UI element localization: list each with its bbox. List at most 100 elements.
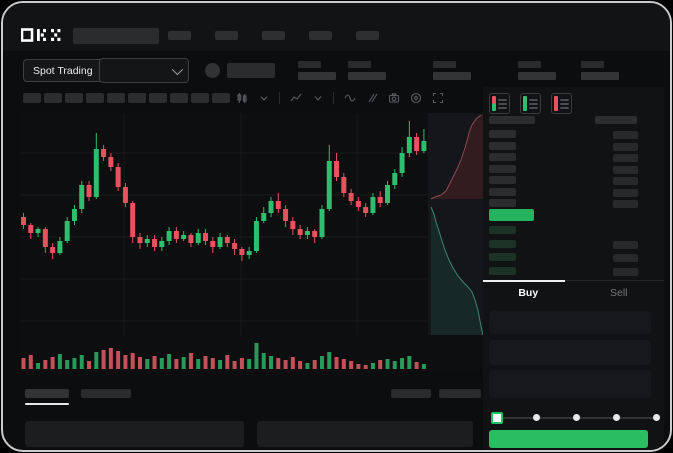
target-icon[interactable] — [409, 92, 422, 105]
timeframe-button-placeholder[interactable] — [212, 93, 230, 103]
candle-body — [304, 231, 310, 235]
timeframe-button-placeholder[interactable] — [86, 93, 104, 103]
market-type-selector[interactable]: Spot Trading — [23, 59, 117, 82]
orders-tab-2[interactable] — [81, 389, 131, 398]
indicator-wave-icon[interactable] — [343, 92, 356, 105]
ask-price-placeholder[interactable] — [489, 141, 516, 150]
volume-bar — [225, 355, 230, 369]
chevron-down-icon[interactable] — [311, 92, 324, 105]
nav-item-placeholder[interactable] — [215, 31, 238, 40]
nav-placeholder-group — [168, 31, 379, 40]
ask-amount-placeholder — [613, 154, 638, 162]
candle-body — [275, 201, 281, 209]
book-icon-line — [560, 98, 569, 101]
nav-item-placeholder[interactable] — [309, 31, 332, 40]
slider-stop-dot[interactable] — [533, 414, 540, 421]
search-placeholder[interactable] — [73, 28, 159, 44]
order-form-field-placeholder[interactable] — [489, 311, 651, 334]
volume-bar — [181, 357, 186, 369]
toolbar-separator — [333, 92, 334, 104]
ask-price-placeholder[interactable] — [489, 164, 516, 173]
volume-bar — [123, 355, 128, 369]
book-both-icon[interactable] — [489, 93, 510, 114]
tab-sell[interactable]: Sell — [609, 287, 628, 299]
volume-bar — [385, 359, 390, 369]
pair-dropdown[interactable] — [99, 58, 189, 83]
nav-item-placeholder[interactable] — [262, 31, 285, 40]
buy-submit-button[interactable] — [489, 430, 648, 448]
timeframe-button-placeholder[interactable] — [128, 93, 146, 103]
pair-name-placeholder — [227, 63, 275, 78]
book-icon-lines — [498, 98, 507, 109]
stat-label-placeholder — [518, 61, 541, 68]
bid-price-placeholder[interactable] — [489, 226, 516, 234]
candle-body — [406, 137, 412, 153]
bid-price-placeholder[interactable] — [489, 239, 516, 248]
nav-item-placeholder[interactable] — [168, 31, 191, 40]
timeframe-button-placeholder[interactable] — [107, 93, 125, 103]
book-bids-icon[interactable] — [520, 93, 541, 114]
timeframe-button-placeholder[interactable] — [65, 93, 83, 103]
book-icon-line — [560, 106, 569, 109]
book-icon-line — [529, 98, 538, 101]
compare-icon[interactable] — [365, 92, 378, 105]
ask-price-placeholder[interactable] — [489, 187, 516, 196]
candle-body — [399, 153, 405, 173]
timeframe-button-placeholder[interactable] — [23, 93, 41, 103]
fullscreen-icon[interactable] — [431, 92, 444, 105]
slider-handle[interactable] — [491, 412, 503, 424]
candle-body — [64, 221, 70, 241]
volume-bar — [152, 356, 157, 369]
ask-price-placeholder[interactable] — [489, 153, 516, 161]
volume-bar — [305, 363, 310, 369]
book-icon-lines — [529, 98, 538, 109]
depth-bids-line — [430, 206, 483, 336]
orders-action-placeholder-2[interactable] — [439, 389, 481, 398]
bid-price-placeholder[interactable] — [489, 253, 516, 261]
candle-body — [283, 209, 289, 221]
book-asks-icon[interactable] — [551, 93, 572, 114]
candle-body — [159, 241, 165, 247]
book-icon-line — [498, 102, 507, 105]
candle-body — [268, 201, 274, 213]
order-book-amount-header — [595, 116, 637, 124]
book-icon-line — [498, 106, 507, 109]
candle-body — [261, 213, 267, 221]
timeframe-button-placeholder[interactable] — [149, 93, 167, 103]
book-icon-line — [498, 98, 507, 101]
candlestick-chart[interactable] — [20, 113, 483, 371]
orders-tab-active[interactable] — [25, 389, 69, 398]
ask-price-placeholder[interactable] — [489, 176, 516, 184]
line-style-icon[interactable] — [289, 92, 302, 105]
slider-stop-dot[interactable] — [613, 414, 620, 421]
amount-percent-slider[interactable] — [491, 412, 660, 424]
camera-icon[interactable] — [387, 92, 400, 105]
chevron-down-icon[interactable] — [257, 92, 270, 105]
slider-stop-dot[interactable] — [573, 414, 580, 421]
ask-price-placeholder[interactable] — [489, 130, 516, 138]
book-icon-bar — [523, 96, 527, 111]
slider-stop-dot[interactable] — [653, 414, 660, 421]
candle-body — [326, 161, 332, 209]
timeframe-button-placeholder[interactable] — [44, 93, 62, 103]
candle-body — [173, 231, 179, 239]
timeframe-button-placeholder[interactable] — [170, 93, 188, 103]
top-nav-bar — [3, 3, 670, 51]
orders-action-placeholder-1[interactable] — [391, 389, 431, 398]
nav-item-placeholder[interactable] — [356, 31, 379, 40]
last-price-bar[interactable] — [489, 209, 534, 221]
tab-buy[interactable]: Buy — [518, 287, 539, 299]
candle-body — [224, 237, 230, 243]
order-form-field-placeholder[interactable] — [489, 370, 651, 398]
timeframe-button-placeholder[interactable] — [191, 93, 209, 103]
volume-bar — [167, 354, 172, 369]
ask-price-placeholder[interactable] — [489, 199, 516, 207]
volume-bar — [247, 359, 252, 369]
depth-asks-area — [431, 113, 483, 199]
candle-style-icon[interactable] — [235, 92, 248, 105]
bid-price-placeholder[interactable] — [489, 266, 516, 275]
volume-bar — [79, 355, 84, 369]
volume-bar — [254, 343, 259, 369]
ticker-stat-placeholder — [433, 61, 471, 80]
order-form-field-placeholder[interactable] — [489, 340, 651, 365]
